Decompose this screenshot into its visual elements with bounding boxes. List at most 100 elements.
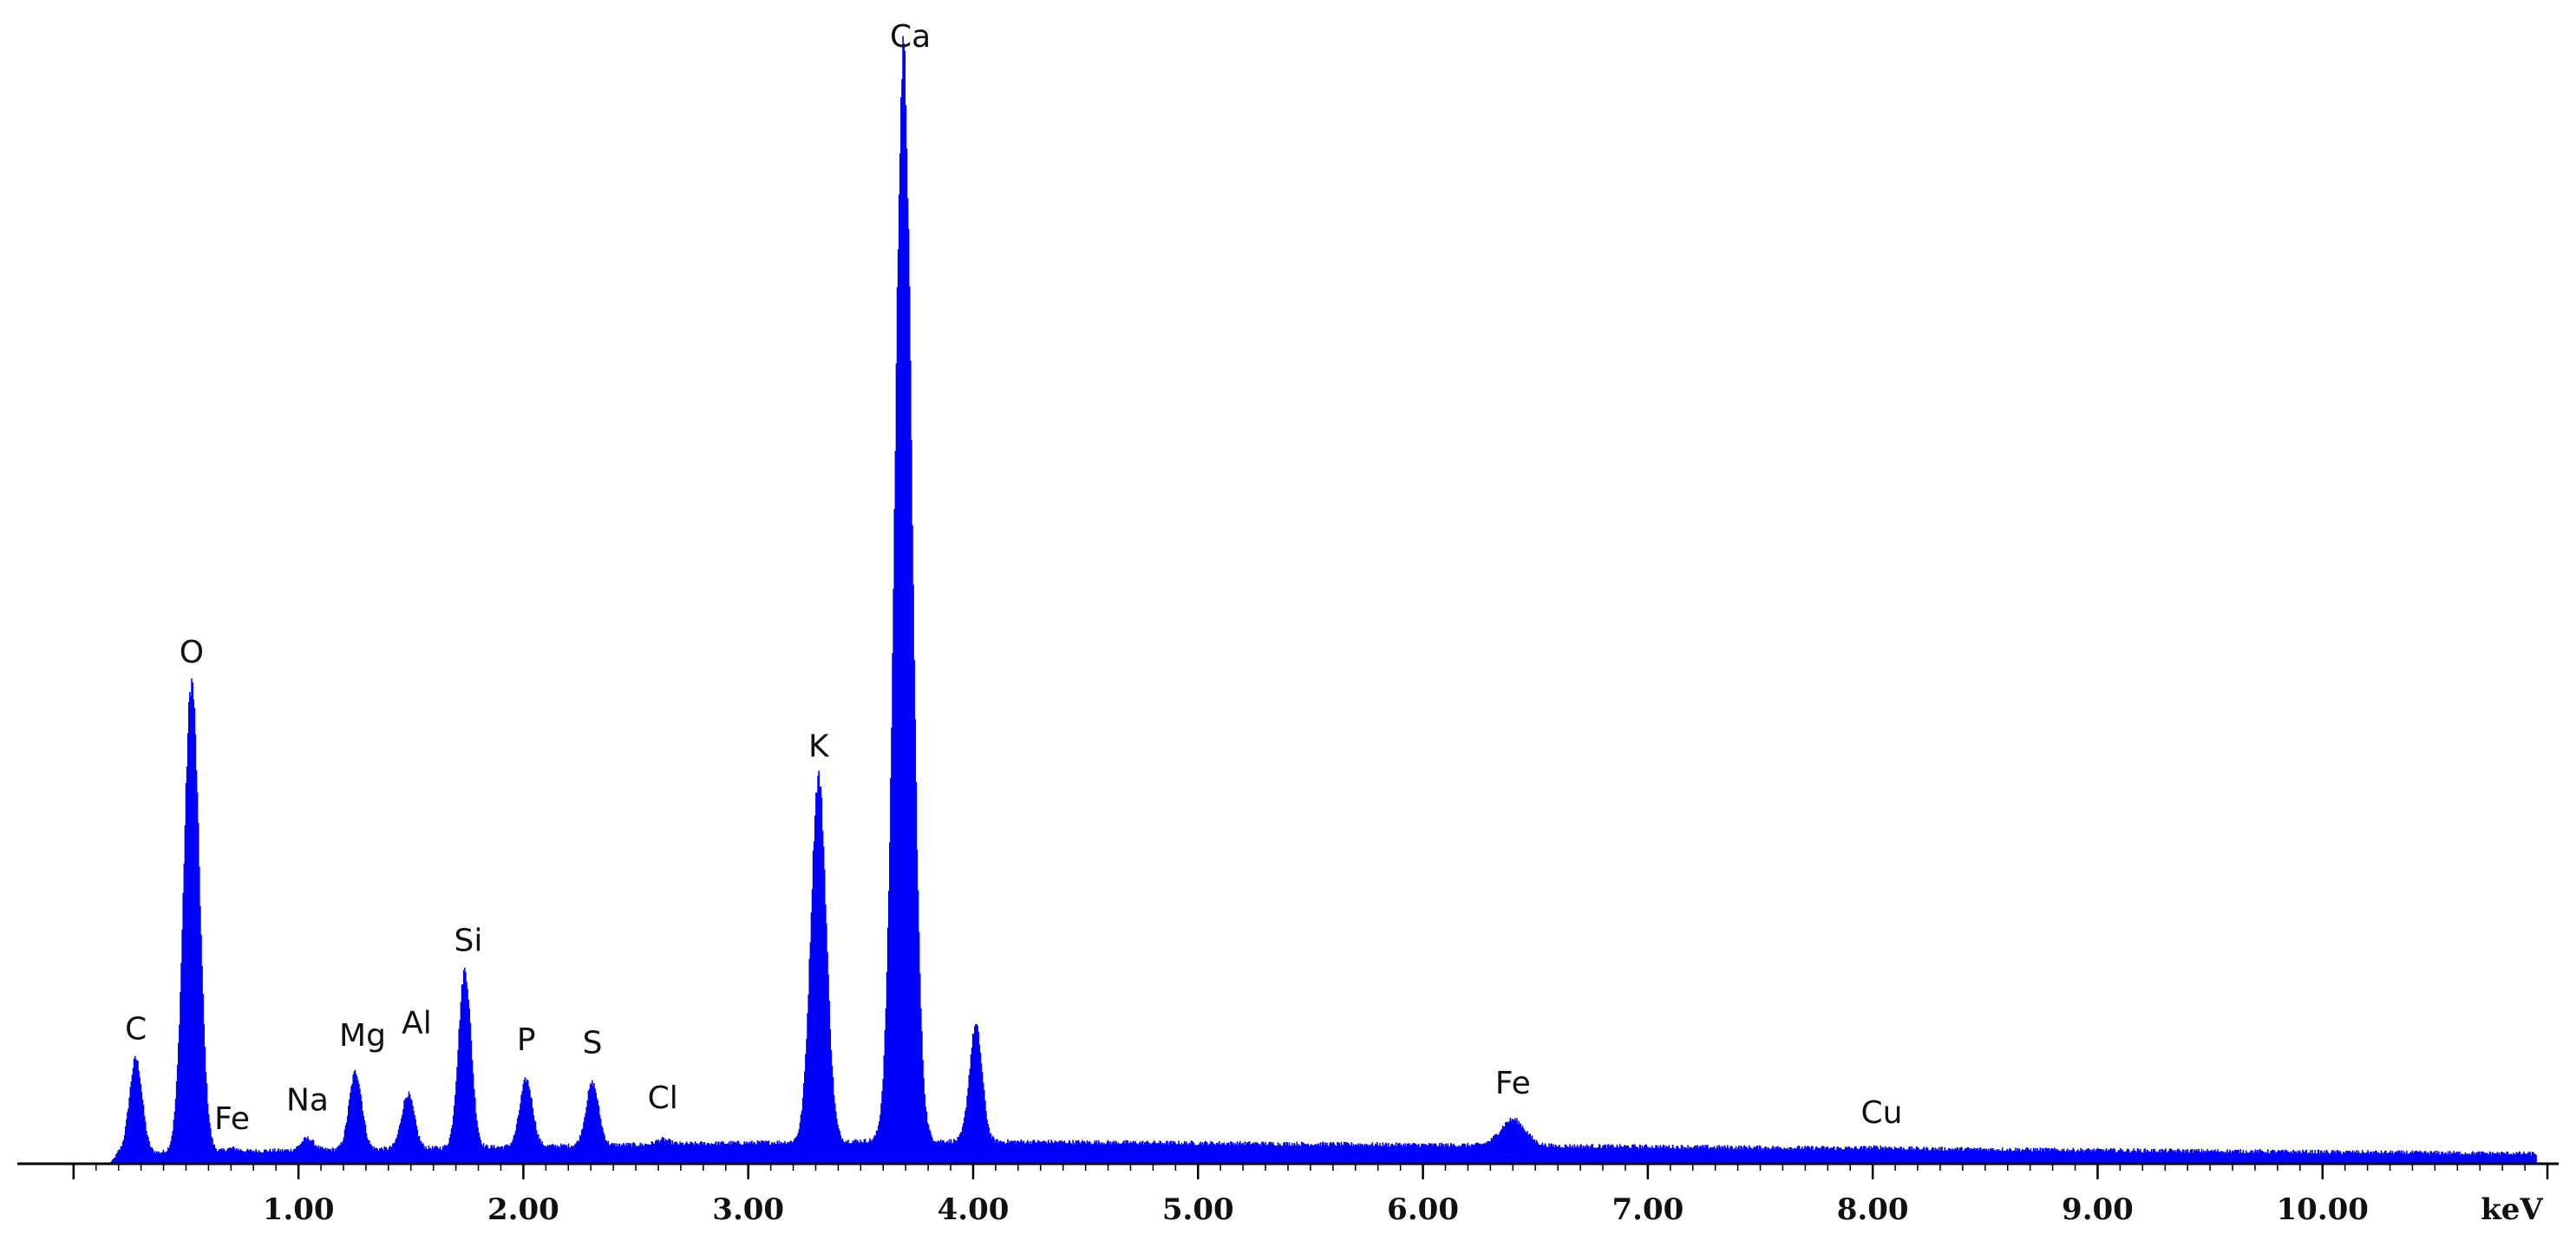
spectrum-bar (868, 1141, 870, 1164)
spectrum-bar (142, 1105, 145, 1164)
spectrum-bar (2383, 1152, 2385, 1164)
spectrum-bar (1211, 1142, 1213, 1164)
spectrum-bar (165, 1151, 167, 1164)
spectrum-bar (582, 1128, 584, 1164)
spectrum-bar (2415, 1150, 2417, 1164)
spectrum-bar (1919, 1149, 1921, 1164)
spectrum-bar (1232, 1144, 1233, 1164)
spectrum-bar (2532, 1152, 2534, 1164)
spectrum-bar (1619, 1146, 1622, 1164)
spectrum-bar (1288, 1142, 1291, 1164)
spectrum-bar (1231, 1141, 1232, 1164)
spectrum-bar (409, 1099, 412, 1164)
spectrum-bar (307, 1136, 309, 1164)
spectrum-bar (1507, 1121, 1508, 1164)
spectrum-bar (2035, 1147, 2037, 1164)
spectrum-bar (749, 1141, 751, 1164)
spectrum-bar (709, 1143, 710, 1164)
spectrum-bar (1998, 1150, 2001, 1164)
spectrum-bar (2410, 1152, 2413, 1164)
spectrum-bar (417, 1136, 420, 1164)
spectrum-bar (2445, 1152, 2448, 1164)
spectrum-bar (2128, 1152, 2131, 1164)
spectrum-bar (1499, 1132, 1501, 1164)
spectrum-bar (919, 973, 921, 1164)
spectrum-bar (966, 1095, 968, 1164)
spectrum-bar (1730, 1146, 1732, 1164)
spectrum-bar (528, 1087, 530, 1164)
spectrum-bar (1420, 1146, 1422, 1164)
spectrum-bar (1447, 1143, 1449, 1164)
spectrum-bar (1367, 1145, 1369, 1164)
spectrum-bar (775, 1143, 776, 1164)
spectrum-bar (901, 79, 903, 1165)
spectrum-bar (1754, 1146, 1756, 1164)
spectrum-bar (1324, 1142, 1326, 1164)
spectrum-bar (677, 1144, 679, 1164)
spectrum-bar (164, 1152, 167, 1164)
spectrum-bar (2298, 1150, 2301, 1164)
spectrum-bar (895, 363, 898, 1164)
spectrum-bar (398, 1125, 401, 1164)
spectrum-bar (1274, 1146, 1276, 1164)
spectrum-bar (2101, 1148, 2102, 1164)
spectrum-bar (1907, 1150, 1909, 1164)
spectrum-bar (2244, 1153, 2246, 1164)
spectrum-bar (216, 1152, 219, 1164)
spectrum-bar (968, 1074, 971, 1164)
spectrum-bar (611, 1143, 613, 1164)
spectrum-bar (1689, 1146, 1691, 1164)
spectrum-bar (1145, 1142, 1147, 1164)
spectrum-bar (1666, 1146, 1668, 1164)
spectrum-bar (1523, 1130, 1526, 1164)
spectrum-bar (1899, 1148, 1900, 1164)
spectrum-bar (430, 1149, 433, 1164)
spectrum-bar (1434, 1143, 1436, 1164)
spectrum-bar (1540, 1145, 1541, 1164)
spectrum-bar (2492, 1152, 2494, 1164)
spectrum-bar (2475, 1152, 2478, 1164)
spectrum-bar (2071, 1149, 2074, 1164)
spectrum-bar (2070, 1150, 2073, 1164)
spectrum-bar (2259, 1149, 2260, 1164)
spectrum-bar (621, 1145, 624, 1164)
spectrum-bar (1791, 1147, 1793, 1164)
spectrum-bar (1603, 1145, 1605, 1164)
spectrum-bar (456, 1067, 458, 1164)
spectrum-bar (448, 1138, 451, 1164)
spectrum-bar (1336, 1146, 1337, 1164)
spectrum-bar (2303, 1151, 2305, 1164)
spectrum-bar (980, 1063, 983, 1164)
spectrum-bar (1349, 1145, 1350, 1164)
spectrum-bar (200, 934, 202, 1164)
x-tick-label: 2.00 (487, 1192, 559, 1227)
spectrum-bar (1634, 1144, 1636, 1164)
spectrum-bar (1862, 1146, 1865, 1164)
spectrum-bar (991, 1135, 994, 1164)
spectrum-bar (1017, 1140, 1018, 1164)
spectrum-bar (759, 1142, 762, 1164)
spectrum-bar (2476, 1152, 2479, 1164)
spectrum-bar (827, 951, 828, 1164)
spectrum-bar (585, 1107, 588, 1164)
spectrum-bar (1306, 1144, 1308, 1164)
spectrum-bar (1291, 1143, 1293, 1164)
spectrum-bar (1415, 1145, 1418, 1164)
spectrum-bar (1010, 1140, 1013, 1164)
spectrum-bar (354, 1069, 356, 1164)
spectrum-bar (2007, 1151, 2010, 1164)
spectrum-bar (1944, 1146, 1946, 1164)
spectrum-bar (576, 1140, 579, 1164)
spectrum-bar (299, 1144, 302, 1164)
spectrum-bar (1851, 1147, 1854, 1164)
spectrum-bar (1284, 1142, 1285, 1164)
spectrum-bar (116, 1152, 118, 1164)
spectrum-bar (313, 1146, 316, 1164)
spectrum-bar (1742, 1149, 1744, 1164)
spectrum-bar (2416, 1151, 2418, 1164)
spectrum-bar (1891, 1147, 1893, 1164)
spectrum-bar (175, 1081, 178, 1164)
spectrum-bar (974, 1026, 976, 1164)
spectrum-bar (926, 1122, 929, 1164)
spectrum-bar (891, 727, 892, 1164)
